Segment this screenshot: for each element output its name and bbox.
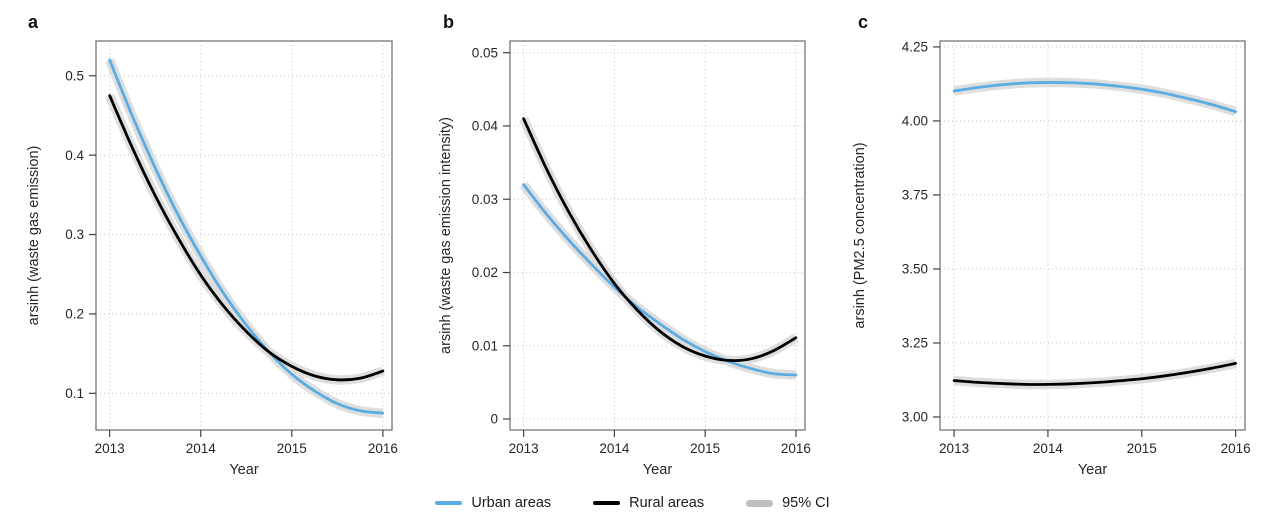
x-tick-label: 2014 [1033,441,1064,456]
y-tick-label: 0.3 [65,227,84,242]
y-tick-label: 0.02 [472,265,498,280]
x-tick-label: 2013 [95,441,125,456]
series-line-rural [522,117,798,363]
panel-b-letter: b [443,12,454,32]
y-axis-label: arsinh (waste gas emission intensity) [438,117,454,354]
series-line-rural [952,361,1238,386]
y-tick-label: 0.05 [472,45,498,60]
x-tick-label: 2013 [509,441,539,456]
grid [510,41,805,430]
panel-c: c 2013 2014 2015 2016 4.25 4.00 3.75 3.50 3.25 3.… [840,0,1265,480]
y-tick-label: 3.00 [902,410,928,425]
legend-item-urban: Urban areas [435,495,551,511]
x-tick-label: 2015 [1127,441,1157,456]
y-tick-label: 4.00 [902,114,928,129]
x-tick-label: 2016 [1221,441,1251,456]
y-axis-label: arsinh (PM2.5 concentration) [852,142,868,328]
plot-frame [95,40,393,431]
panel-b: b 2013 2014 2015 2016 0.05 0.04 0.03 0.02 0.01 0 a… [420,0,840,480]
legend-label-rural: Rural areas [629,495,705,511]
rural-line-swatch [593,501,621,505]
x-tick-label: 2014 [599,441,630,456]
y-tick-label: 0.4 [65,148,84,163]
x-tick-label: 2015 [690,441,720,456]
series-line-urban [952,81,1238,114]
chart-svg-b: 2013 2014 2015 2016 0.05 0.04 0.03 0.02 0.01 0 ars… [438,40,811,478]
y-tick-label: 0.1 [65,386,84,401]
ci-bands [105,58,385,418]
chart-svg-a: 2013 2014 2015 2016 0.5 0.4 0.3 0.2 0.1 arsinh (w… [26,40,398,478]
y-axis-label: arsinh (waste gas emission) [26,146,42,326]
legend: Urban areas Rural areas 95% CI [0,480,1265,526]
grid [940,41,1245,430]
legend-item-rural: Rural areas [593,495,704,511]
ci-band-urban [105,58,384,418]
ci-band-swatch [746,499,774,507]
ci-bands [953,77,1238,390]
tick-marks [89,75,384,437]
y-tick-label: 3.25 [902,336,928,351]
series-line-rural [108,94,385,382]
panel-a: a 2013 2014 2015 2016 0.5 0.4 0.3 0.2 0.1 arsinh … [0,0,420,480]
panel-c-letter: c [858,12,869,32]
y-tick-label: 3.50 [902,262,928,277]
tick-labels: 2013 2014 2015 2016 0.05 0.04 0.03 0.02 0.01 0 [472,45,811,456]
tick-labels: 2013 2014 2015 2016 4.25 4.00 3.75 3.50 3.25 3.00 [902,40,1251,456]
ci-band-rural [105,93,385,385]
y-tick-label: 0.01 [472,338,498,353]
y-tick-label: 4.25 [902,40,928,55]
x-tick-label: 2016 [368,441,398,456]
legend-item-ci: 95% CI [746,495,830,511]
chart-a: 2013 2014 2015 2016 0.5 0.4 0.3 0.2 0.1 arsinh (w… [0,0,420,480]
tick-marks [933,46,1237,437]
plot-frame [939,40,1246,431]
y-tick-label: 0.5 [65,68,84,83]
y-tick-label: 3.75 [902,188,928,203]
panel-a-letter: a [28,12,39,32]
legend-label-ci: 95% CI [782,495,830,511]
y-tick-label: 0.2 [65,307,84,322]
x-axis-label: Year [1078,462,1107,478]
plot-frame [509,40,806,431]
x-tick-label: 2014 [186,441,217,456]
chart-svg-c: 2013 2014 2015 2016 4.25 4.00 3.75 3.50 3.25 3.00… [852,40,1251,478]
chart-b: 2013 2014 2015 2016 0.05 0.04 0.03 0.02 0.01 0 ars… [420,0,840,480]
panels-row: a 2013 2014 2015 2016 0.5 0.4 0.3 0.2 0.1 arsinh … [0,0,1265,480]
tick-labels: 2013 2014 2015 2016 0.5 0.4 0.3 0.2 0.1 [65,68,398,456]
x-axis-label: Year [229,462,258,478]
y-tick-label: 0 [490,412,498,427]
x-tick-label: 2015 [277,441,307,456]
ci-band-urban [953,77,1238,117]
legend-label-urban: Urban areas [471,495,552,511]
y-tick-label: 0.04 [472,119,499,134]
chart-c: 2013 2014 2015 2016 4.25 4.00 3.75 3.50 3.25 3.00… [840,0,1265,480]
series-line-urban [522,183,798,377]
series-line-urban [108,58,385,415]
urban-line-swatch [435,501,463,505]
ci-bands [519,116,799,380]
grid [96,41,392,430]
x-tick-label: 2016 [781,441,811,456]
x-tick-label: 2013 [939,441,969,456]
x-axis-label: Year [643,462,672,478]
y-tick-label: 0.03 [472,192,498,207]
tick-marks [503,52,797,437]
